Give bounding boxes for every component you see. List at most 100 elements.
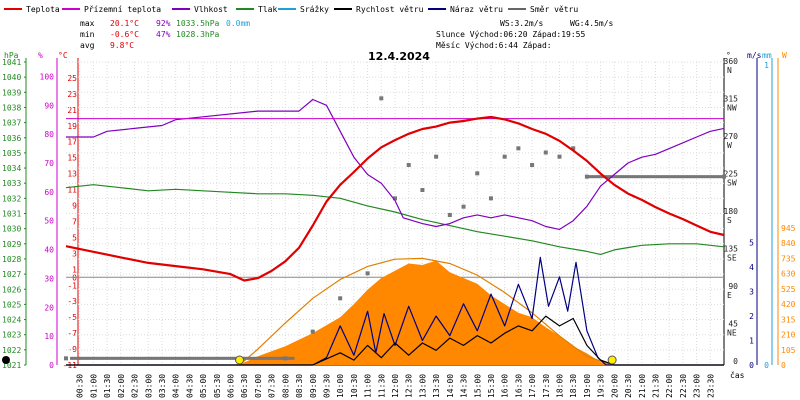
x-tick-11: 06:00 [227, 374, 236, 398]
pressure-tick-20: 1041 [2, 58, 21, 67]
legend-label-4: Srážky [300, 5, 329, 14]
wind-direction-strip-b-59 [717, 175, 721, 179]
wind-direction-strip-b-9 [607, 175, 611, 179]
wind-direction-strip-b-2 [592, 175, 596, 179]
x-tick-39: 20:00 [610, 374, 619, 398]
humidity-tick-0: 0 [49, 361, 54, 370]
wind-direction-strip-a-31 [137, 356, 141, 360]
direction-tick-5: 225 [724, 170, 739, 179]
legend-label-5: Rychlost větru [356, 5, 424, 14]
temperature-tick-3: -5 [67, 313, 77, 322]
wind-tick-1: 1 [749, 337, 754, 346]
wind-direction-strip-b-1 [590, 175, 594, 179]
x-tick-17: 09:00 [309, 374, 318, 398]
wind-direction-strip-a-64 [210, 356, 214, 360]
wind-direction-strip-b-51 [700, 175, 704, 179]
x-tick-19: 10:00 [336, 374, 345, 398]
wind-direction-strip-a-55 [190, 356, 194, 360]
wind-direction-strip-a-85 [256, 356, 260, 360]
temperature-tick-6: 1 [72, 265, 77, 274]
wind-direction-strip-b-19 [629, 175, 633, 179]
wind-direction-strip-a-21 [116, 356, 120, 360]
x-tick-7: 04:00 [172, 374, 181, 398]
pressure-tick-6: 1027 [2, 270, 21, 279]
wind-direction-strip-b-4 [596, 175, 600, 179]
wind-direction-strip-a-1 [72, 356, 76, 360]
wind-direction-strip-a-18 [109, 356, 113, 360]
series-line-n-raz-v-tru [66, 256, 724, 366]
wind-direction-strip-b-20 [632, 175, 636, 179]
humidity-tick-3: 30 [44, 274, 54, 283]
humidity-tick-2: 20 [44, 303, 54, 312]
direction-unit: ° [726, 51, 731, 60]
wind-direction-strip-a-100 [289, 356, 293, 360]
wind-direction-strip-a-96 [280, 356, 284, 360]
stat-max-press: 1033.5hPa [176, 19, 220, 28]
legend: Teplota Přízemní teplota Vlhkost Tlak Srážky… [4, 5, 578, 14]
wind-direction-strip-a-37 [151, 356, 155, 360]
radiation-tick-2: 210 [781, 331, 796, 340]
wind-direction-strip-b-26 [645, 175, 649, 179]
x-tick-3: 02:00 [117, 374, 126, 398]
humidity-tick-10: 100 [40, 72, 55, 81]
wind-direction-dot-3 [338, 296, 343, 301]
direction-tick-0: 0 [733, 357, 738, 366]
wind-direction-strip-b-32 [658, 175, 662, 179]
wind-direction-strip-a-53 [186, 356, 190, 360]
x-tick-36: 18:30 [569, 374, 578, 398]
wind-direction-strip-b-41 [678, 175, 682, 179]
x-tick-29: 15:00 [473, 374, 482, 398]
wind-direction-strip-b-24 [640, 175, 644, 179]
x-tick-24: 12:30 [405, 374, 414, 398]
pressure-tick-2: 1023 [2, 331, 21, 340]
wind-direction-strip-a-99 [287, 356, 291, 360]
pressure-tick-4: 1025 [2, 300, 21, 309]
legend-label-2: Vlhkost [194, 5, 228, 14]
wind-direction-strip-a-30 [135, 356, 139, 360]
radiation-area [238, 260, 612, 365]
x-tick-35: 18:00 [556, 374, 565, 398]
wind-direction-strip-b-29 [651, 175, 655, 179]
direction-tick-8: 360 [724, 57, 739, 66]
temperature-tick-7: 3 [72, 249, 77, 258]
theoretical-radiation-line [239, 257, 613, 366]
wind-direction-strip-a-34 [144, 356, 148, 360]
wind-direction-dot-6 [393, 196, 397, 201]
axes: hPa% °C ° m/s mm W102110221023102410251026102… [2, 51, 796, 370]
x-tick-44: 22:30 [679, 374, 688, 398]
temperature-tick-16: 21 [67, 106, 77, 115]
wind-direction-dot-10 [447, 213, 452, 217]
rain-tick-1: 1 [764, 61, 769, 70]
x-tick-9: 05:00 [199, 374, 208, 398]
stat-min-press: 1028.3hPa [176, 30, 220, 39]
wind-direction-strip-b-49 [695, 175, 699, 179]
series-line-tlak [65, 184, 725, 255]
wind-direction-strip-a-93 [273, 356, 277, 360]
wind-direction-strip-a-59 [199, 356, 203, 360]
wind-direction-strip-a-81 [247, 356, 251, 360]
legend-label-3: Tlak [258, 5, 277, 14]
x-tick-5: 03:00 [144, 374, 153, 398]
sunset-marker [607, 355, 617, 365]
wind-direction-strip-b-5 [599, 175, 603, 179]
pressure-tick-8: 1029 [2, 240, 21, 249]
pressure-tick-7: 1028 [2, 255, 21, 264]
wind-direction-dot-13 [488, 196, 493, 201]
pressure-tick-1: 1022 [2, 346, 21, 355]
wind-direction-strip-b-54 [706, 175, 710, 179]
wind-direction-strip-a-2 [74, 356, 78, 360]
wind-direction-strip-a-40 [157, 356, 161, 360]
radiation-tick-7: 735 [781, 254, 796, 263]
wind-direction-strip-a-15 [102, 356, 106, 360]
wind-direction-strip-a-6 [83, 356, 87, 360]
wind-direction-strip-b-50 [697, 175, 701, 179]
wind-direction-strip-a-17 [107, 356, 111, 360]
wind-direction-dot-5 [379, 96, 384, 101]
wind-direction-strip-b-55 [708, 175, 712, 179]
wind-direction-strip-b-21 [634, 175, 638, 179]
wind-direction-strip-a-84 [254, 356, 258, 360]
direction-compass-1: NE [727, 329, 737, 338]
rain-tick-0: 0 [764, 361, 769, 370]
wind-direction-strip-a-95 [278, 356, 282, 360]
wind-direction-strip-b-60 [719, 175, 723, 179]
